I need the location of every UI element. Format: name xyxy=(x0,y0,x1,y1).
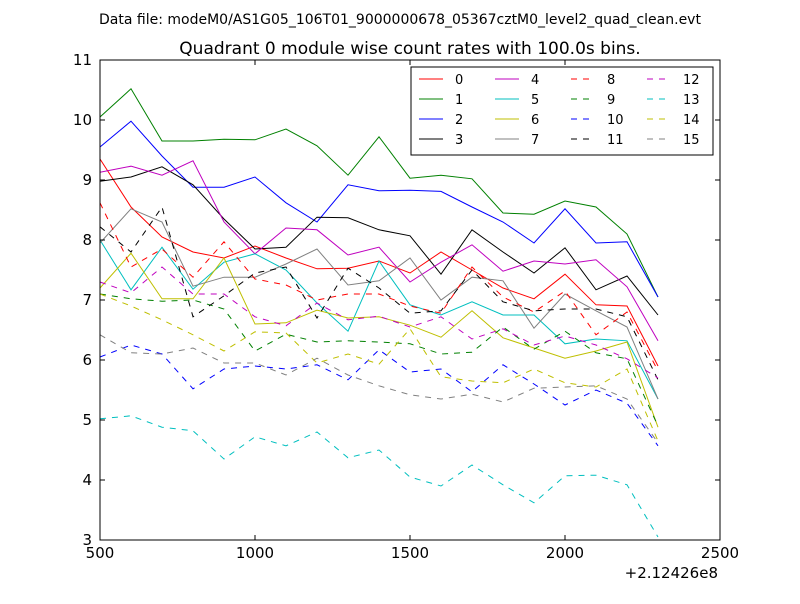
series-line-3 xyxy=(99,166,659,316)
legend-label-3: 3 xyxy=(455,133,463,148)
legend-label-15: 15 xyxy=(683,133,700,148)
series-line-10 xyxy=(99,344,659,447)
y-tick-label: 4 xyxy=(82,471,92,489)
x-tick-label: 500 xyxy=(86,544,115,562)
legend-label-10: 10 xyxy=(607,113,624,128)
legend-label-13: 13 xyxy=(683,93,700,108)
y-tick-label: 8 xyxy=(82,231,92,249)
series-line-9 xyxy=(99,293,659,427)
series-line-4 xyxy=(99,160,659,342)
x-offset-label: +2.12426e8 xyxy=(625,564,718,582)
x-tick-label: 2000 xyxy=(546,544,584,562)
y-tick-label: 3 xyxy=(82,531,92,549)
legend-label-6: 6 xyxy=(531,113,539,128)
legend-label-9: 9 xyxy=(607,93,615,108)
series-line-1 xyxy=(99,88,659,298)
y-tick-label: 11 xyxy=(73,51,92,69)
x-tick-label: 1500 xyxy=(391,544,429,562)
legend-label-4: 4 xyxy=(531,73,539,88)
y-tick-label: 10 xyxy=(73,111,92,129)
chart-title: Quadrant 0 module wise count rates with … xyxy=(179,39,640,59)
series-line-13 xyxy=(99,415,659,538)
legend-label-1: 1 xyxy=(455,93,463,108)
series-line-11 xyxy=(99,205,659,381)
legend-label-8: 8 xyxy=(607,73,615,88)
legend-label-0: 0 xyxy=(455,73,463,88)
y-tick-label: 5 xyxy=(82,411,92,429)
legend-label-12: 12 xyxy=(683,73,700,88)
legend-label-2: 2 xyxy=(455,113,463,128)
legend-label-14: 14 xyxy=(683,113,700,128)
plot-area xyxy=(99,88,659,538)
series-line-6 xyxy=(99,252,659,428)
legend-label-7: 7 xyxy=(531,133,539,148)
series-line-5 xyxy=(99,239,659,400)
legend-label-11: 11 xyxy=(607,133,624,148)
y-tick-label: 9 xyxy=(82,171,92,189)
series-line-2 xyxy=(99,120,659,298)
series-line-15 xyxy=(99,334,659,444)
x-tick-label: 1000 xyxy=(236,544,274,562)
data-file-label: Data file: modeM0/AS1G05_106T01_90000006… xyxy=(99,12,701,28)
x-tick-label: 2500 xyxy=(701,544,739,562)
series-line-14 xyxy=(99,293,659,442)
legend-box xyxy=(410,66,714,156)
y-tick-label: 7 xyxy=(82,291,92,309)
y-tick-label: 6 xyxy=(82,351,92,369)
series-line-7 xyxy=(99,208,659,400)
series-line-8 xyxy=(99,202,659,372)
legend-label-5: 5 xyxy=(531,93,539,108)
